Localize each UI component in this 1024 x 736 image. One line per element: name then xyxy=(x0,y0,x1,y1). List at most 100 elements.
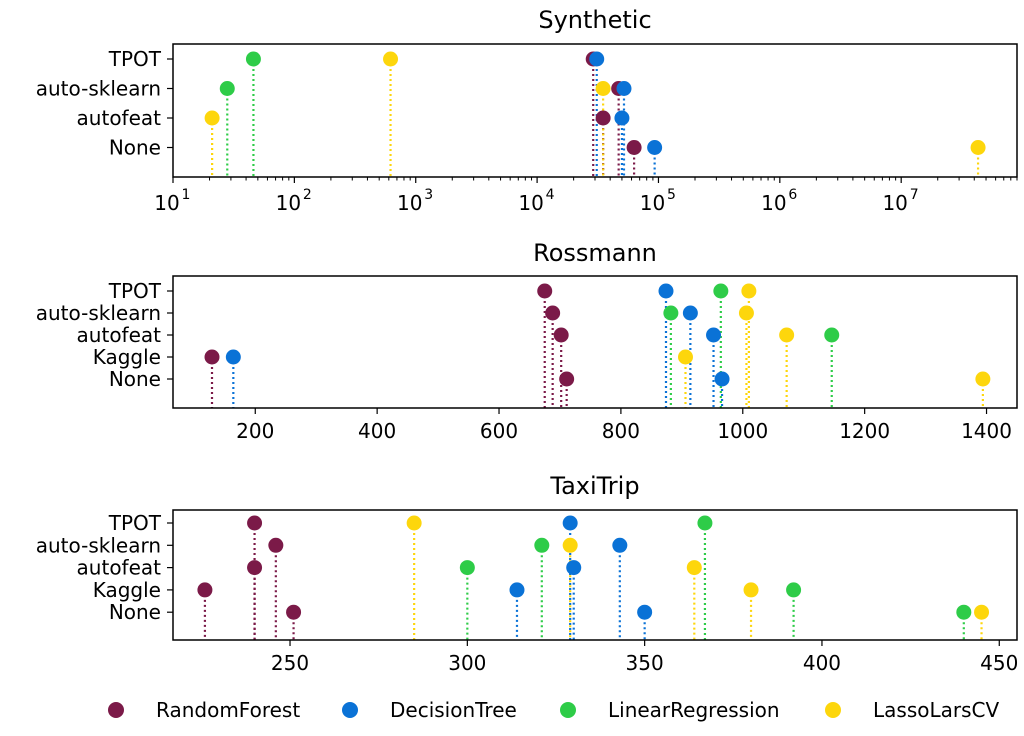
legend-label-lassolarscv: LassoLarsCV xyxy=(873,698,999,722)
point-randomforest xyxy=(595,110,611,126)
point-decisiontree xyxy=(706,327,722,343)
x-tick-exponent: 6 xyxy=(788,187,797,203)
x-tick-label: 350 xyxy=(626,651,664,675)
y-tick-label: TPOT xyxy=(108,47,162,71)
panel-synthetic: Synthetic TPOT auto-sklearn autofeat None 10 1… xyxy=(36,6,1018,215)
point-decisiontree xyxy=(225,349,241,365)
point-linearregression xyxy=(219,81,235,96)
x-tick-label: 10 xyxy=(397,191,422,215)
y-tick-label: autofeat xyxy=(77,556,162,580)
plot-frame xyxy=(172,509,1018,641)
x-tick-label: 10 xyxy=(640,191,665,215)
point-randomforest xyxy=(204,349,220,365)
point-decisiontree xyxy=(637,604,653,620)
legend-label-decisiontree: DecisionTree xyxy=(390,698,517,722)
x-tick-label: 250 xyxy=(271,651,309,675)
point-decisiontree xyxy=(682,305,698,321)
point-linearregression xyxy=(956,604,972,620)
point-linearregression xyxy=(245,51,261,67)
x-tick-exponent: 5 xyxy=(667,187,676,203)
point-lassolarscv xyxy=(595,81,611,96)
legend-label-linearregression: LinearRegression xyxy=(608,698,780,722)
x-tick-label: 800 xyxy=(602,419,640,443)
point-decisiontree xyxy=(612,537,628,553)
point-randomforest xyxy=(553,327,569,343)
point-randomforest xyxy=(559,371,575,387)
y-tick-label: auto-sklearn xyxy=(36,301,161,325)
plot-frame xyxy=(172,275,1018,409)
point-linearregression xyxy=(713,283,729,299)
point-randomforest xyxy=(286,604,302,620)
y-tick-label: autofeat xyxy=(77,323,162,347)
point-decisiontree xyxy=(714,371,730,387)
point-lassolarscv xyxy=(974,604,990,620)
point-lassolarscv xyxy=(975,371,991,387)
point-randomforest xyxy=(247,560,263,576)
y-tick-label: autofeat xyxy=(77,106,162,130)
x-tick-exponent: 1 xyxy=(182,187,191,203)
legend-marker-lassolarscv xyxy=(825,702,841,718)
y-tick-label: TPOT xyxy=(108,511,162,535)
point-decisiontree xyxy=(562,515,578,531)
point-linearregression xyxy=(663,305,679,321)
y-tick-label: auto-sklearn xyxy=(36,77,161,101)
point-randomforest xyxy=(247,515,263,531)
point-randomforest xyxy=(268,537,284,553)
x-tick-exponent: 4 xyxy=(546,187,555,203)
point-lassolarscv xyxy=(406,515,422,531)
x-tick-label: 400 xyxy=(358,419,396,443)
point-randomforest xyxy=(545,305,561,321)
point-decisiontree xyxy=(616,81,632,96)
x-tick-label: 400 xyxy=(803,651,841,675)
point-randomforest xyxy=(537,283,553,299)
point-lassolarscv xyxy=(741,283,757,299)
point-linearregression xyxy=(824,327,840,343)
point-decisiontree xyxy=(647,140,663,155)
x-tick-label: 1200 xyxy=(839,419,890,443)
point-randomforest xyxy=(197,582,213,598)
x-tick-exponent: 7 xyxy=(910,187,919,203)
y-tick-label: TPOT xyxy=(108,279,162,303)
point-decisiontree xyxy=(566,560,582,576)
x-tick-label: 1400 xyxy=(961,419,1012,443)
panel-rossmann: Rossmann TPOTauto-sklearnautofeatKaggleNo… xyxy=(36,239,1018,443)
y-tick-label: None xyxy=(109,136,161,160)
point-linearregression xyxy=(459,560,475,576)
point-linearregression xyxy=(786,582,802,598)
chart-title: Synthetic xyxy=(538,6,651,34)
x-tick-label: 10 xyxy=(518,191,543,215)
panel-taxitrip: TaxiTrip TPOTauto-sklearnautofeatKaggleNo… xyxy=(36,472,1019,675)
y-tick-label: None xyxy=(109,600,161,624)
point-decisiontree xyxy=(658,283,674,299)
point-decisiontree xyxy=(509,582,525,598)
point-randomforest xyxy=(626,140,642,155)
x-tick-label: 1000 xyxy=(717,419,768,443)
legend: RandomForest DecisionTree LinearRegression… xyxy=(108,698,999,722)
point-lassolarscv xyxy=(686,560,702,576)
x-tick-exponent: 3 xyxy=(424,187,433,203)
chart-title: TaxiTrip xyxy=(549,472,639,500)
point-lassolarscv xyxy=(738,305,754,321)
y-tick-label: None xyxy=(109,367,161,391)
point-lassolarscv xyxy=(383,51,399,67)
x-tick-label: 200 xyxy=(236,419,274,443)
y-tick-label: Kaggle xyxy=(93,345,161,369)
point-lassolarscv xyxy=(677,349,693,365)
x-tick-label: 10 xyxy=(276,191,301,215)
point-lassolarscv xyxy=(562,537,578,553)
y-tick-label: auto-sklearn xyxy=(36,533,161,557)
y-tick-label: Kaggle xyxy=(93,578,161,602)
point-lassolarscv xyxy=(970,140,986,155)
x-tick-exponent: 2 xyxy=(303,187,312,203)
legend-label-randomforest: RandomForest xyxy=(156,698,300,722)
chart-title: Rossmann xyxy=(533,239,657,267)
point-linearregression xyxy=(534,537,550,553)
x-tick-label: 10 xyxy=(761,191,786,215)
point-decisiontree xyxy=(589,51,605,67)
x-tick-label: 450 xyxy=(980,651,1018,675)
point-linearregression xyxy=(697,515,713,531)
point-lassolarscv xyxy=(204,110,220,126)
x-tick-label: 600 xyxy=(480,419,518,443)
